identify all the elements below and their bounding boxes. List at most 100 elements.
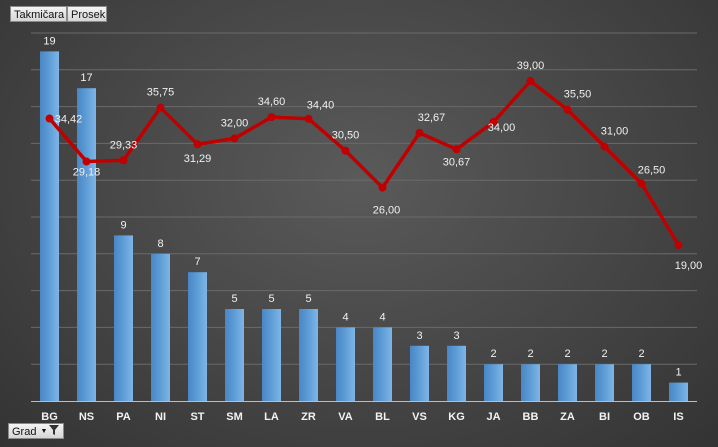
bar-bi xyxy=(595,364,614,401)
x-tick-label: PA xyxy=(116,411,131,423)
x-tick-label: NI xyxy=(155,411,166,423)
line-value-label: 31,00 xyxy=(601,126,629,138)
prosek-point-bg xyxy=(45,114,54,123)
bar-bb xyxy=(521,364,540,401)
bar-value-label: 17 xyxy=(80,72,92,84)
x-tick-label: OB xyxy=(633,411,650,423)
prosek-point-la xyxy=(267,113,276,122)
bar-bl xyxy=(373,327,392,401)
line-value-label: 29,18 xyxy=(73,167,101,179)
bar-value-label: 7 xyxy=(194,256,200,268)
x-tick-label: BI xyxy=(599,411,610,423)
bar-value-label: 2 xyxy=(638,348,644,360)
field-button-grad-label: Grad xyxy=(12,426,37,438)
bar-is xyxy=(669,382,688,401)
bar-st xyxy=(188,272,207,401)
prosek-point-ns xyxy=(82,157,91,166)
line-value-label: 26,00 xyxy=(373,205,401,217)
x-tick-label: ZR xyxy=(301,411,316,423)
prosek-point-bb xyxy=(526,77,535,85)
bar-value-label: 9 xyxy=(120,219,126,231)
x-tick-label: VA xyxy=(338,411,353,423)
x-tick-label: ST xyxy=(190,411,204,423)
bar-bg xyxy=(40,51,59,402)
prosek-point-bl xyxy=(378,183,387,192)
prosek-point-sm xyxy=(230,134,239,143)
x-tick-label: KG xyxy=(448,411,465,423)
bar-value-label: 3 xyxy=(453,330,459,342)
prosek-point-ni xyxy=(156,103,165,112)
bar-value-label: 5 xyxy=(305,293,311,305)
bar-vs xyxy=(410,345,429,401)
prosek-point-zr xyxy=(304,114,313,123)
bar-zr xyxy=(299,309,318,401)
x-tick-label: JA xyxy=(486,411,500,423)
line-value-label: 35,75 xyxy=(147,87,175,99)
bar-series xyxy=(40,51,688,402)
x-tick-label: SM xyxy=(226,411,243,423)
line-series xyxy=(45,77,683,249)
field-button-takmicara[interactable]: Takmičara xyxy=(10,6,67,22)
field-button-grad[interactable]: Grad ▼ xyxy=(8,423,64,439)
x-tick-label: BL xyxy=(375,411,390,423)
prosek-point-ob xyxy=(637,179,646,188)
bar-value-label: 5 xyxy=(268,293,274,305)
bar-value-label: 2 xyxy=(490,348,496,360)
gridlines xyxy=(31,32,697,365)
x-tick-label: IS xyxy=(673,411,683,423)
line-value-label: 32,00 xyxy=(221,117,249,129)
line-value-label: 34,00 xyxy=(488,122,516,134)
bar-la xyxy=(262,309,281,401)
bar-value-label: 5 xyxy=(231,293,237,305)
prosek-point-vs xyxy=(415,128,424,137)
line-value-label: 32,67 xyxy=(418,112,446,124)
prosek-point-pa xyxy=(119,156,128,165)
bar-value-label: 4 xyxy=(379,311,385,323)
bar-pa xyxy=(114,235,133,401)
bar-value-label: 8 xyxy=(157,238,163,250)
bar-value-label: 2 xyxy=(564,348,570,360)
line-value-label: 26,50 xyxy=(638,165,666,177)
line-value-label: 19,00 xyxy=(675,260,703,272)
prosek-point-ja xyxy=(489,118,498,126)
prosek-point-kg xyxy=(452,145,461,154)
dropdown-arrow-icon: ▼ xyxy=(40,428,48,436)
prosek-point-za xyxy=(563,105,572,114)
line-value-label: 29,33 xyxy=(110,139,138,151)
prosek-point-is xyxy=(674,241,683,249)
line-value-label: 35,50 xyxy=(564,89,592,101)
bar-value-label: 2 xyxy=(601,348,607,360)
bar-va xyxy=(336,327,355,401)
x-tick-label: BG xyxy=(41,411,58,423)
bar-value-label: 19 xyxy=(43,35,55,47)
prosek-point-va xyxy=(341,146,350,155)
bar-za xyxy=(558,364,577,401)
x-tick-label: LA xyxy=(264,411,279,423)
bar-sm xyxy=(225,309,244,401)
prosek-line xyxy=(48,79,680,246)
line-value-label: 34,40 xyxy=(307,100,335,112)
bar-ja xyxy=(484,364,503,401)
bar-value-label: 4 xyxy=(342,311,348,323)
line-value-label: 34,60 xyxy=(258,96,286,108)
field-button-prosek[interactable]: Prosek xyxy=(67,6,107,22)
bar-value-label: 3 xyxy=(416,330,422,342)
filter-icon xyxy=(49,424,60,440)
line-value-label: 39,00 xyxy=(517,60,545,72)
line-value-label: 34,42 xyxy=(55,114,83,126)
x-axis: BG NS PA NI ST SM LA ZR VA BL VS KG JA BB ZA BI OB IS xyxy=(31,401,697,423)
line-value-label: 30,50 xyxy=(332,130,360,142)
bar-kg xyxy=(447,345,466,401)
line-value-label: 31,29 xyxy=(184,153,212,165)
x-tick-label: NS xyxy=(79,411,94,423)
bar-ns xyxy=(77,88,96,401)
data-labels: 19 17 9 8 7 5 5 5 4 4 3 3 2 2 2 2 2 1 34,42 29,18 29,33 35,75… xyxy=(43,35,702,378)
x-tick-label: ZA xyxy=(560,411,575,423)
prosek-point-st xyxy=(193,140,202,149)
bar-value-label: 1 xyxy=(675,367,681,379)
x-tick-label: VS xyxy=(412,411,427,423)
x-tick-label: BB xyxy=(523,411,539,423)
bar-ni xyxy=(151,253,170,401)
bar-ob xyxy=(632,364,651,401)
prosek-point-bi xyxy=(600,142,609,151)
